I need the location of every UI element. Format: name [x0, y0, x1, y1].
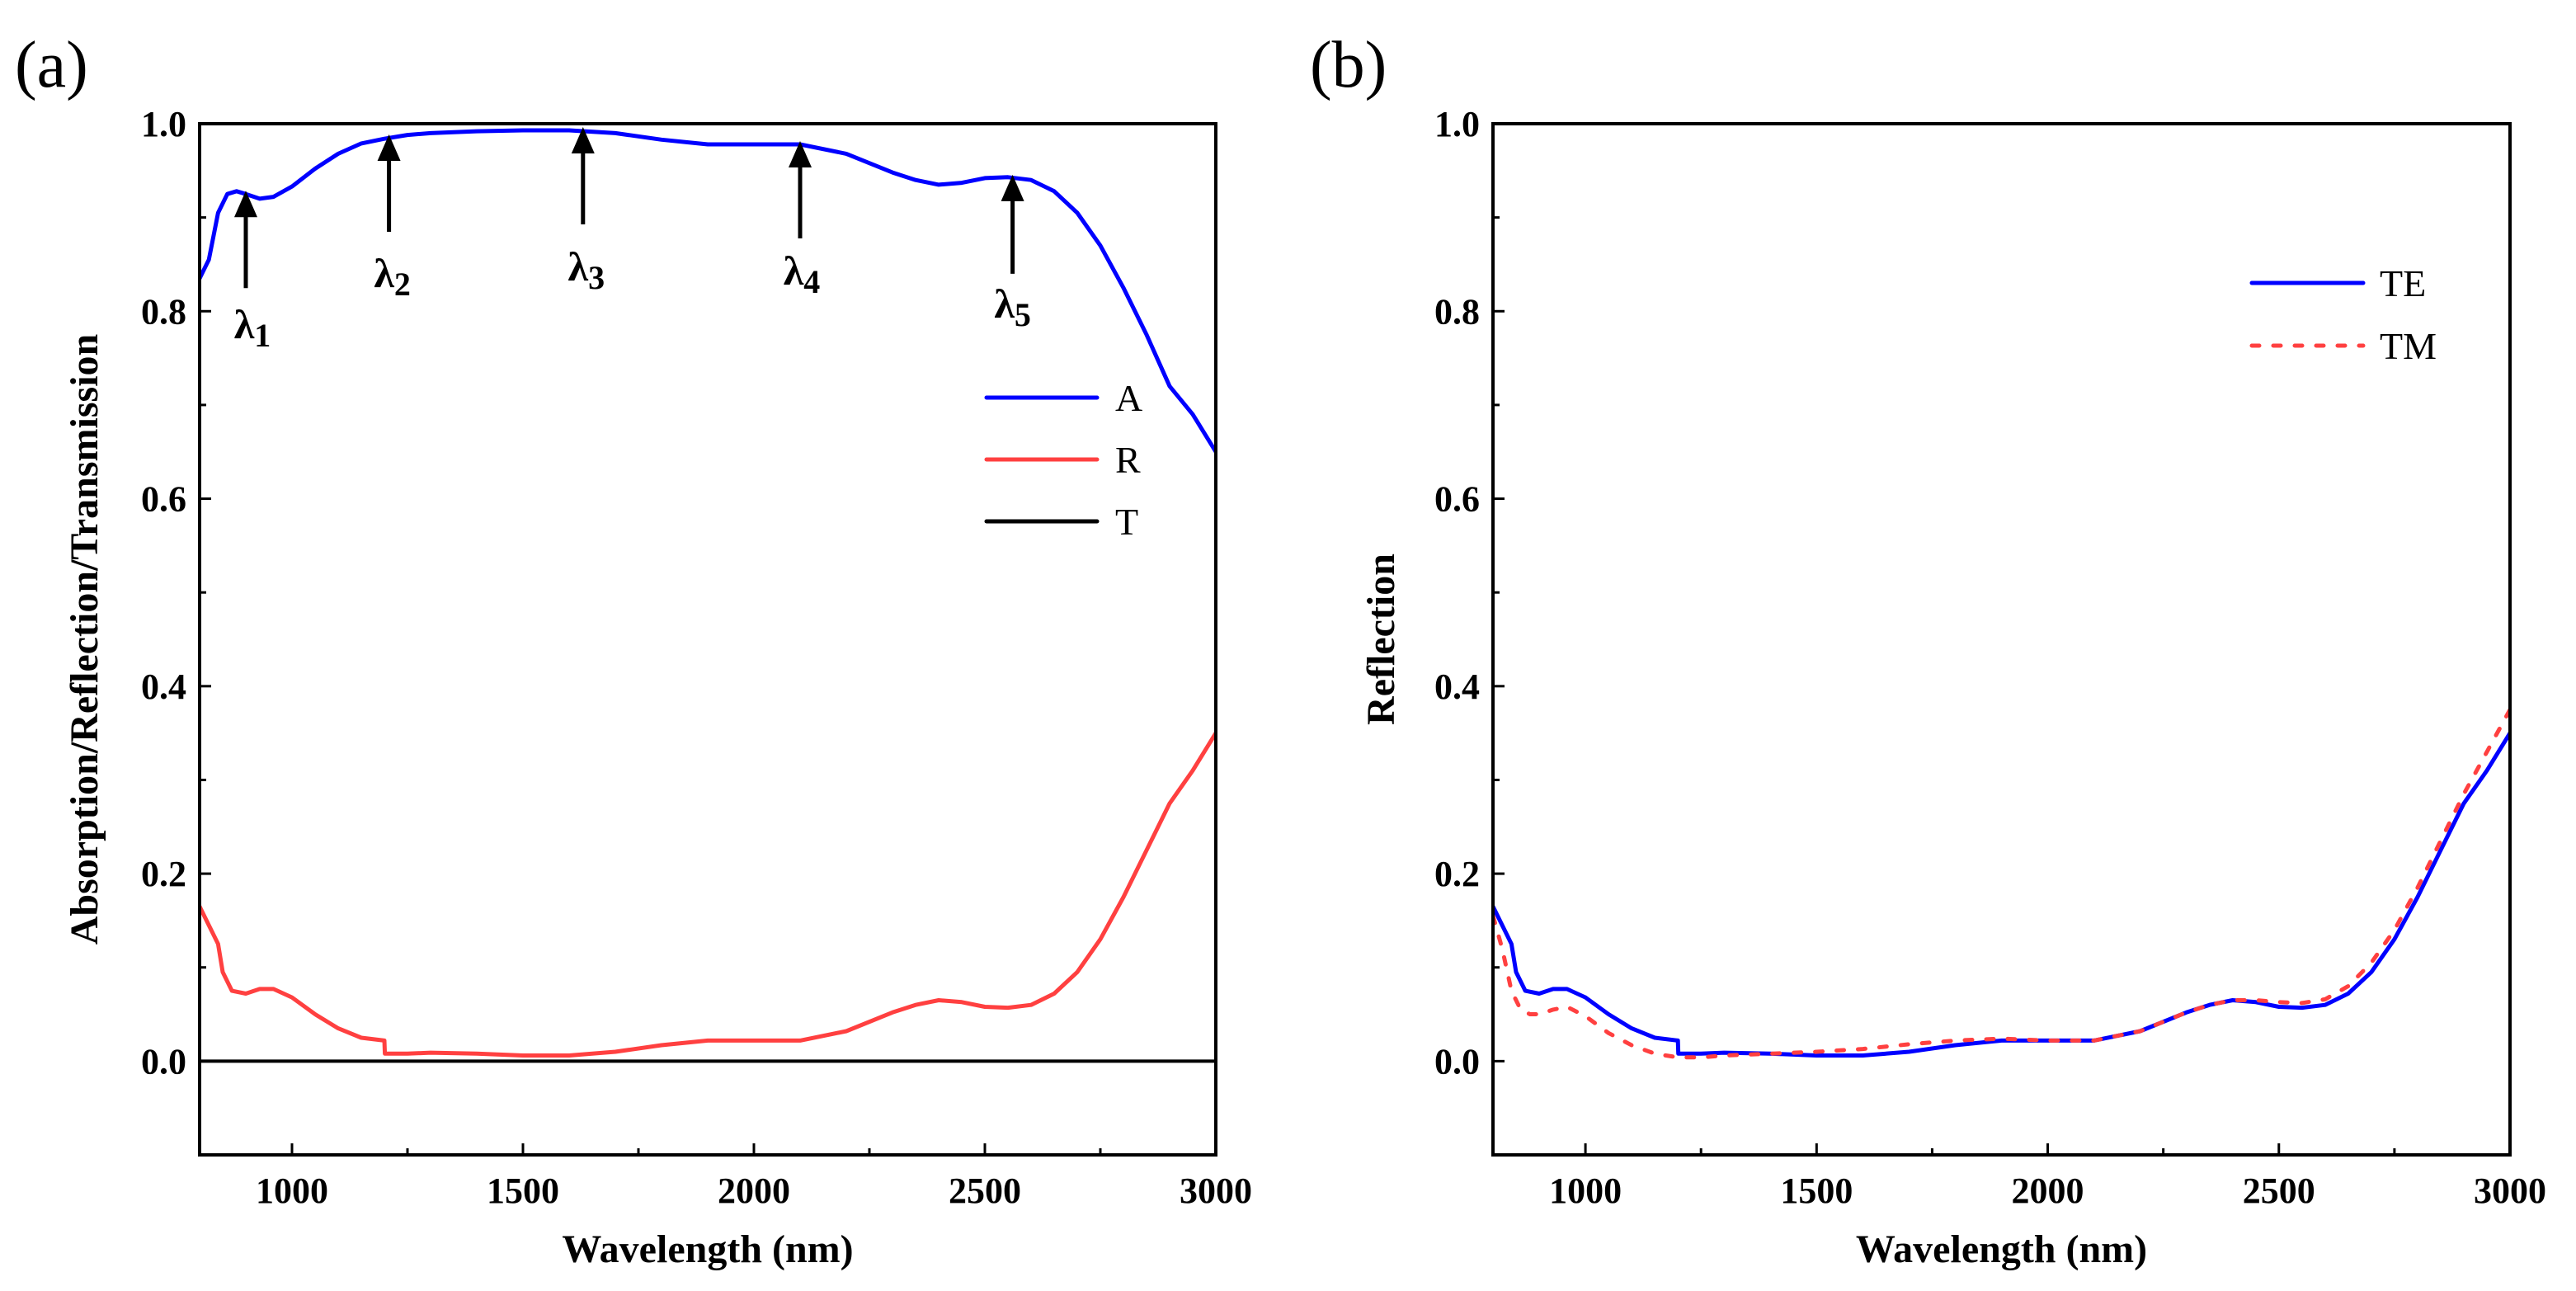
series-line-tm	[1493, 707, 2510, 1060]
y-tick-label: 0.0	[1434, 1041, 1480, 1081]
x-axis-title: Wavelength (nm)	[562, 1227, 853, 1271]
annotation-arrow-head	[1001, 174, 1024, 201]
x-tick-label: 3000	[2474, 1171, 2546, 1211]
y-tick-label: 0.8	[141, 291, 186, 332]
annotation-arrow-head	[234, 191, 257, 218]
annotation-label: λ1	[234, 301, 271, 354]
x-tick-label: 2000	[2012, 1171, 2084, 1211]
legend: TE TM	[2249, 262, 2437, 367]
y-tick-label: 0.8	[1434, 291, 1480, 332]
x-tick-label: 2500	[2243, 1171, 2315, 1211]
x-tick-label: 1500	[487, 1171, 559, 1211]
series-line-r	[200, 731, 1216, 1058]
annotation-label: λ4	[784, 247, 821, 300]
plot-frame	[1491, 122, 2512, 1157]
y-axis-title: Absorption/Reflection/Transmission	[63, 334, 106, 945]
y-tick-label: 0.2	[141, 854, 186, 894]
x-tick-label: 2000	[718, 1171, 790, 1211]
legend-label-a: A	[1115, 377, 1142, 419]
x-tick-label: 3000	[1180, 1171, 1252, 1211]
y-tick-label: 0.6	[141, 479, 186, 520]
y-tick-label: 0.2	[1434, 854, 1480, 894]
y-axis-title: Reflection	[1359, 554, 1403, 725]
legend-label-r: R	[1115, 439, 1141, 481]
plot-frame	[198, 122, 1217, 1157]
panel-label: (b)	[1310, 29, 1387, 101]
x-tick-label: 1500	[1780, 1171, 1853, 1211]
legend-label-t: T	[1115, 501, 1138, 543]
annotation-label: λ2	[374, 250, 411, 303]
x-tick-label: 1000	[256, 1171, 328, 1211]
y-tick-label: 0.4	[141, 667, 186, 707]
chart-panel-a: 1000 1500 2000 2500 3000 0.0 0.2 0.4 0.6 0.8 1.0 Wa…	[15, 29, 1252, 1271]
y-tick-label: 0.4	[1434, 667, 1480, 707]
annotation-arrow-head	[571, 126, 595, 153]
x-tick-label: 2500	[949, 1171, 1021, 1211]
chart-panel-b: 1000 1500 2000 2500 3000 0.0 0.2 0.4 0.6 0.8 1.0 Wa…	[1310, 29, 2546, 1271]
y-tick-label: 0.6	[1434, 479, 1480, 520]
series-line-a	[200, 128, 1216, 455]
y-tick-label: 0.0	[141, 1041, 186, 1081]
legend-label-tm: TM	[2380, 325, 2437, 367]
y-tick-label: 1.0	[1434, 104, 1480, 144]
x-axis-title: Wavelength (nm)	[1856, 1227, 2147, 1271]
annotation-label: λ5	[994, 280, 1031, 333]
legend: ART	[984, 377, 1142, 543]
legend-label-te: TE	[2380, 262, 2426, 304]
annotation-label: λ3	[568, 243, 605, 296]
annotation-arrow-head	[377, 134, 401, 162]
x-tick-label: 1000	[1549, 1171, 1622, 1211]
y-tick-label: 1.0	[141, 104, 186, 144]
annotation-arrow-head	[789, 141, 812, 167]
panel-label: (a)	[15, 29, 88, 101]
series-line-te	[1493, 731, 2510, 1058]
